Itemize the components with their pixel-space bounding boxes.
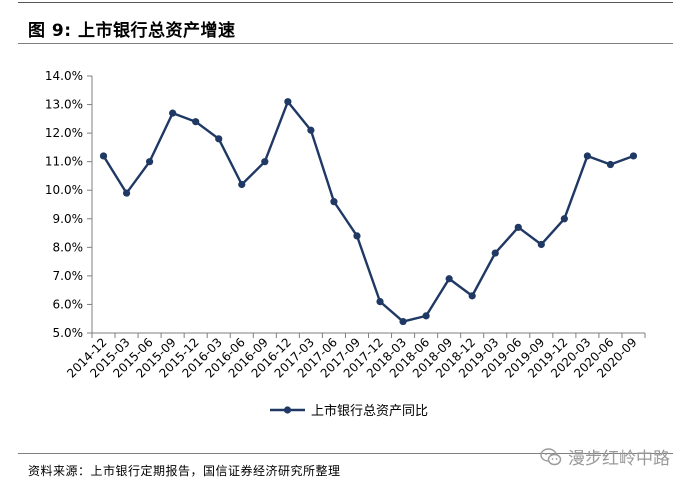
data-point bbox=[445, 275, 453, 283]
series-line bbox=[102, 100, 634, 323]
data-point bbox=[284, 98, 292, 106]
y-tick-label: 6.0% bbox=[53, 297, 84, 311]
footer-divider bbox=[18, 453, 673, 454]
y-tick-label: 7.0% bbox=[53, 269, 84, 283]
data-point bbox=[99, 152, 108, 160]
wechat-icon bbox=[540, 447, 562, 465]
data-point bbox=[399, 317, 407, 326]
watermark-text: 漫步红岭中路 bbox=[568, 449, 670, 469]
watermark: 漫步红岭中路 bbox=[540, 444, 670, 469]
legend-label: 上市银行总资产同比 bbox=[311, 403, 428, 419]
data-point bbox=[514, 223, 522, 231]
title-divider bbox=[18, 43, 673, 44]
top-border bbox=[18, 2, 673, 3]
y-tick-label: 14.0% bbox=[45, 69, 83, 83]
data-point bbox=[422, 312, 430, 320]
data-point bbox=[169, 109, 177, 117]
data-point bbox=[491, 249, 499, 257]
data-point bbox=[215, 135, 223, 143]
figure-title: 图 9: 上市银行总资产增速 bbox=[28, 21, 236, 41]
y-tick-label: 12.0% bbox=[45, 126, 83, 140]
data-point bbox=[261, 158, 269, 166]
data-point bbox=[537, 240, 545, 249]
data-point bbox=[330, 198, 338, 206]
data-point bbox=[583, 152, 591, 160]
data-point bbox=[353, 232, 361, 240]
data-point bbox=[122, 189, 131, 197]
source-note: 资料来源：上市银行定期报告，国信证券经济研究所整理 bbox=[28, 464, 341, 478]
y-tick-label: 11.0% bbox=[45, 155, 83, 169]
data-point bbox=[192, 118, 200, 126]
data-point bbox=[629, 152, 638, 160]
data-point bbox=[146, 158, 154, 166]
y-tick-label: 5.0% bbox=[53, 326, 84, 340]
y-tick-label: 13.0% bbox=[45, 98, 83, 112]
y-tick-label: 8.0% bbox=[53, 240, 84, 254]
legend-marker bbox=[283, 406, 292, 414]
data-point bbox=[307, 126, 315, 134]
y-tick-label: 9.0% bbox=[53, 212, 84, 226]
data-point bbox=[238, 180, 246, 189]
data-point bbox=[560, 215, 568, 223]
y-tick-label: 10.0% bbox=[45, 183, 83, 197]
data-point bbox=[376, 297, 384, 306]
data-point bbox=[606, 160, 615, 169]
data-point bbox=[468, 292, 476, 300]
